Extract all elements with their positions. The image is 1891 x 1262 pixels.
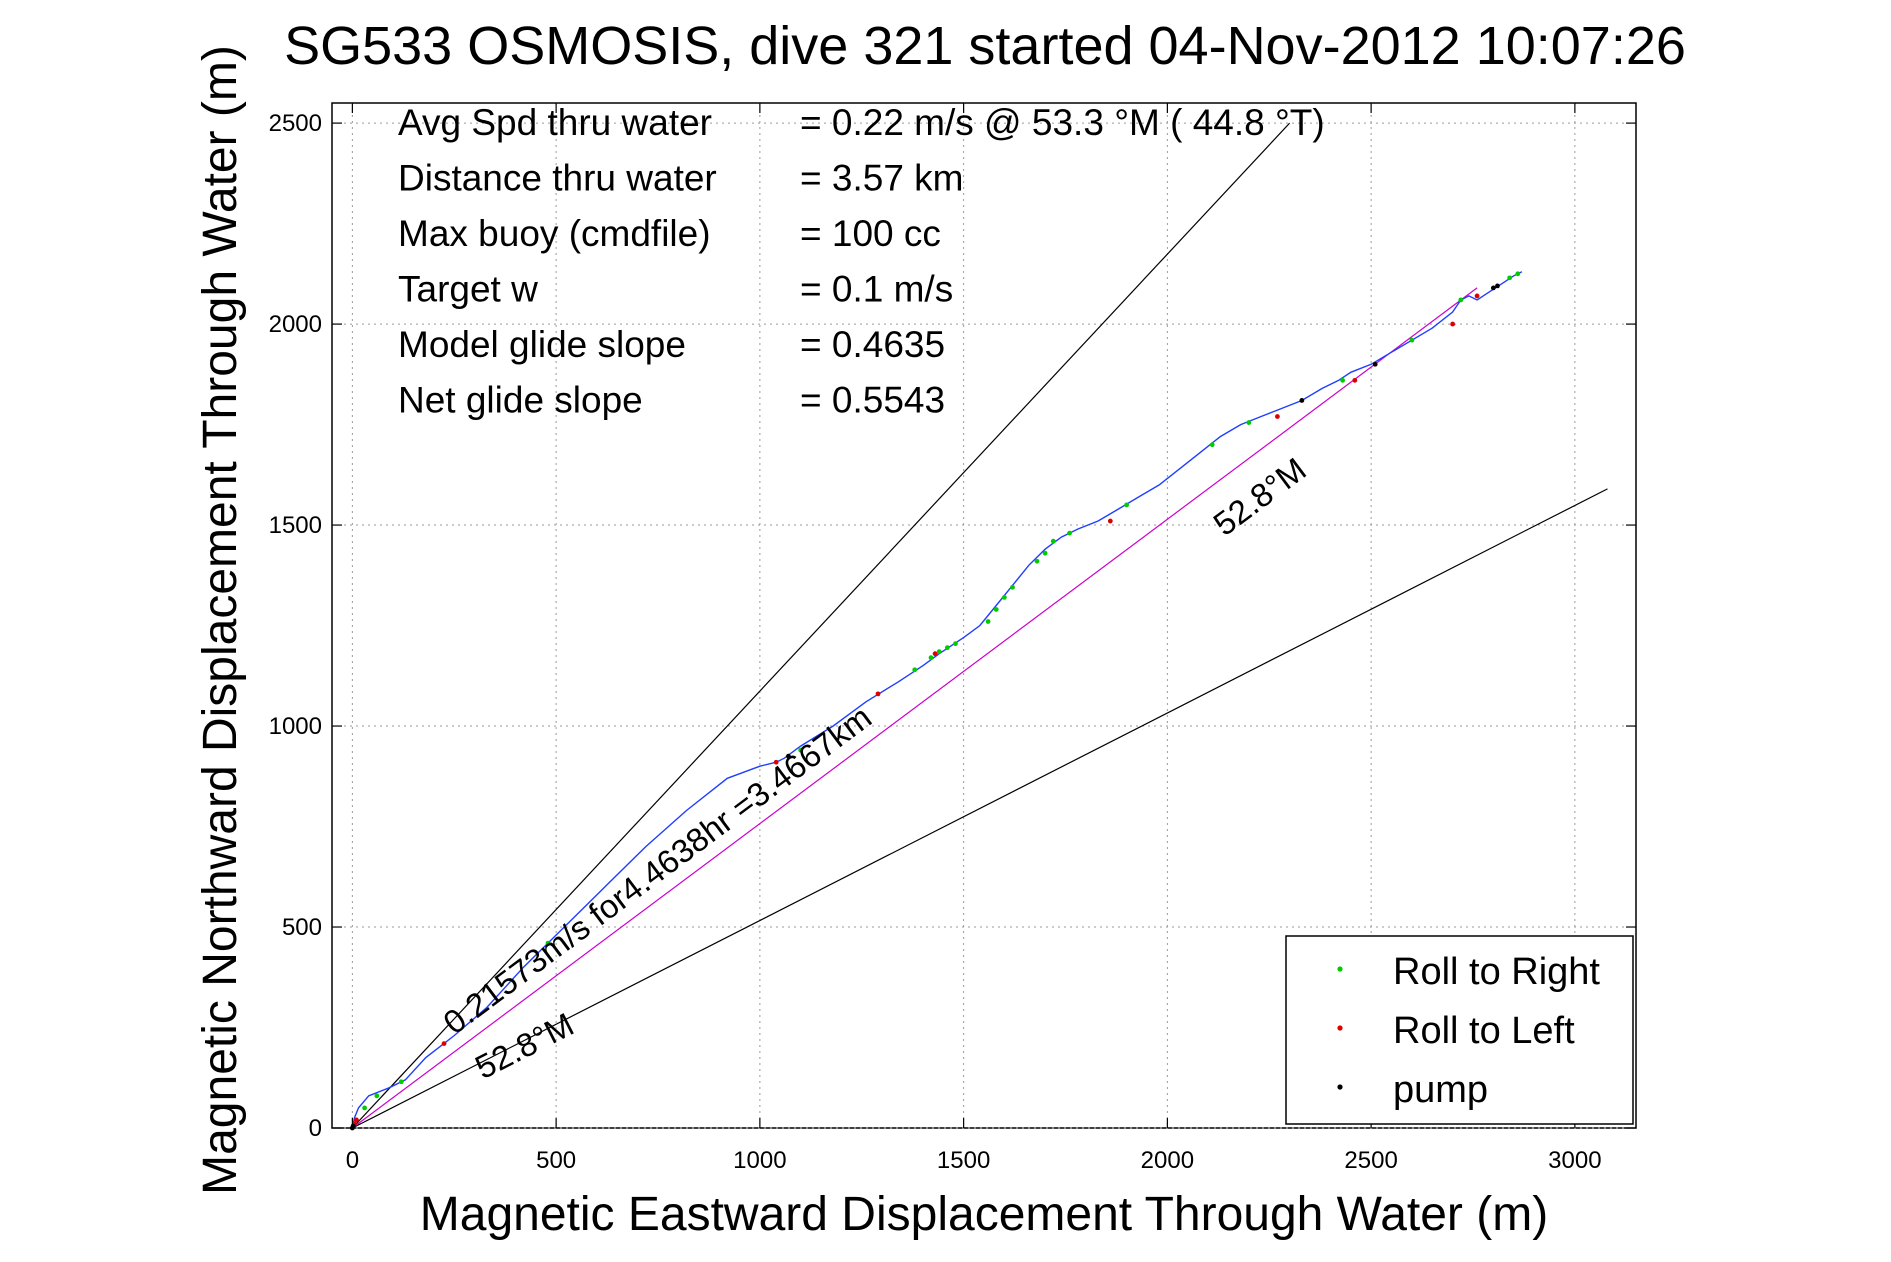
roll-to-left-point [1107,518,1113,524]
y-axis-label: Magnetic Northward Displacement Through … [194,45,247,1195]
roll-to-right-point [912,667,918,673]
roll-to-left-point [1352,377,1358,383]
x-axis-label: Magnetic Eastward Displacement Through W… [420,1188,1548,1241]
legend: Roll to Right Roll to Left pump [1285,935,1634,1125]
track-layer [351,271,1523,1129]
plot-area: 0.21573m/s for4.4638hr =3.4667km52.8°M52… [331,102,1637,1131]
stats-block: Avg Spd thru water = 0.22 m/s @ 53.3 °M (… [398,102,1325,421]
roll-to-right-point [1124,502,1130,508]
roll-to-left-point [773,759,779,765]
roll-to-left-point [1275,414,1280,419]
roll-to-right-point [1409,337,1415,343]
chart-title: SG533 OSMOSIS, dive 321 started 04-Nov-2… [284,16,1686,76]
pump-point [1495,283,1500,289]
roll-to-right-point [936,649,942,655]
roll-to-right-point [944,645,950,651]
y-tick-label: 2000 [269,311,322,338]
legend-label: Roll to Right [1393,951,1600,993]
glider-track-line [351,271,1523,1129]
stat-label: Max buoy (cmdfile) [398,213,711,254]
stat-label: Model glide slope [398,324,686,365]
y-tick-label: 1500 [269,512,322,539]
x-tick-label: 1500 [937,1147,990,1174]
roll-to-right-point [545,940,551,946]
pump-point [1490,285,1496,291]
y-tick-label: 500 [282,914,322,941]
roll-to-right-point [374,1093,380,1099]
roll-to-left-point [1474,293,1480,299]
roll-to-right-point [953,641,958,647]
stat-label: Target w [398,269,538,310]
points-layer [349,271,1521,1131]
stat-value: = 3.57 km [800,158,964,199]
legend-box [1285,935,1634,1125]
y-tick-labels: 0 500 1000 1500 2000 2500 [269,110,322,1142]
reference-line-lower [352,488,1608,1129]
roll-to-right-point [1458,297,1464,303]
stat-label: Distance thru water [398,158,717,199]
roll-to-right-point [1209,442,1215,448]
legend-label: pump [1393,1069,1488,1111]
grid-layer [332,103,1636,1129]
roll-to-right-point [1515,271,1521,277]
pump-point [1372,361,1378,367]
roll-to-right-point [993,607,999,612]
legend-marker [1337,1025,1343,1031]
roll-to-left-point [932,651,938,657]
reference-line-net [352,287,1478,1129]
roll-to-right-point [1042,550,1048,556]
stat-value: = 0.4635 [800,324,945,365]
y-tick-label: 2500 [269,110,322,137]
roll-to-left-point [1450,321,1456,327]
stat-label: Net glide slope [398,380,643,421]
stat-value: = 0.5543 [800,380,945,421]
roll-to-right-point [1246,420,1252,425]
pump-point [1299,398,1305,403]
x-tick-label: 3000 [1548,1147,1601,1174]
roll-to-right-point [398,1079,404,1085]
y-tick-label: 0 [309,1115,322,1142]
x-tick-labels: 0 500 1000 1500 2000 2500 3000 [346,1147,1602,1174]
stat-value: = 100 cc [800,213,941,254]
x-tick-label: 0 [346,1147,359,1174]
roll-to-right-point [798,747,804,753]
stat-value: = 0.22 m/s @ 53.3 °M ( 44.8 °T) [800,102,1325,143]
reference-lines [351,122,1608,1129]
roll-to-right-point [1034,558,1040,564]
roll-to-left-point [354,1117,359,1123]
pump-point [786,753,791,759]
roll-to-right-point [1067,530,1072,536]
roll-to-right-point [1340,377,1345,383]
legend-marker [1337,966,1343,972]
x-tick-label: 500 [536,1147,576,1174]
x-tick-label: 1000 [733,1147,786,1174]
pump-point [350,1123,356,1129]
legend-label: Roll to Left [1393,1010,1575,1052]
roll-to-right-point [1001,595,1007,600]
roll-to-right-point [1507,275,1513,281]
roll-to-right-point [985,619,991,624]
stat-value: = 0.1 m/s [800,269,953,310]
reference-line-upper [351,122,1291,1129]
roll-to-right-point [1010,584,1015,590]
x-tick-label: 2500 [1344,1147,1397,1174]
roll-to-right-point [1050,538,1056,544]
x-tick-label: 2000 [1141,1147,1194,1174]
roll-to-left-point [441,1041,447,1046]
legend-marker [1337,1084,1343,1090]
stat-label: Avg Spd thru water [398,102,712,143]
roll-to-left-point [875,691,881,697]
roll-to-right-point [928,655,934,661]
roll-to-right-point [362,1105,367,1111]
y-tick-label: 1000 [269,713,322,740]
legend-items: Roll to Right Roll to Left pump [1337,951,1600,1111]
